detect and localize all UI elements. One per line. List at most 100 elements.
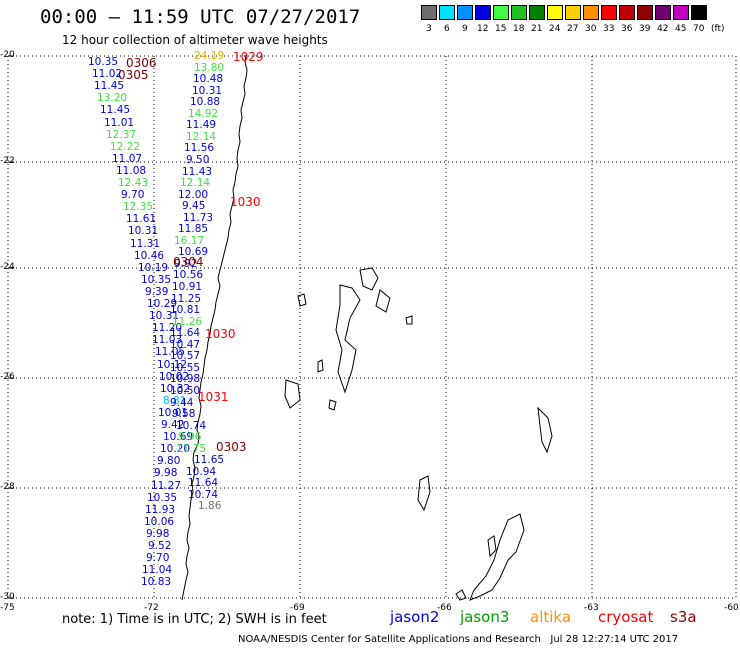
wave-height-label: 10.35: [88, 56, 119, 68]
legend-label: 18: [513, 24, 525, 34]
legend-swatch: [439, 5, 455, 20]
pass-time-label: 0304: [173, 255, 204, 269]
wave-height-label: 10.88: [190, 96, 221, 109]
wave-height-label: 10.20: [160, 443, 191, 456]
wave-height-label: 11.61: [126, 213, 157, 226]
wave-height-label: 11.26: [172, 315, 203, 328]
wave-height-label: 9.45: [182, 200, 206, 213]
wave-height-label: 11.08: [116, 164, 147, 177]
wave-height-label: 10.06: [144, 515, 175, 528]
legend-label: 30: [585, 24, 597, 34]
wave-height-label: 11.03: [152, 334, 183, 347]
wave-height-label: 10.98: [170, 373, 201, 386]
wave-height-label: 10.74: [176, 419, 207, 432]
wave-height-label: 14.92: [188, 107, 219, 120]
wave-height-label: 9.98: [146, 527, 170, 540]
lat-label: -30: [0, 592, 15, 602]
wave-height-label: 13.80: [194, 61, 225, 74]
lon-label: -63: [584, 603, 599, 613]
salar-outline-2: [375, 289, 391, 313]
legend-swatch: [637, 5, 653, 20]
legend-label: 24: [549, 24, 561, 34]
wave-height-label: 10.29: [147, 298, 178, 310]
page-subtitle: 12 hour collection of altimeter wave hei…: [62, 33, 328, 47]
pass-time-label: 1031: [198, 390, 229, 404]
wave-height-label: 11.75: [176, 442, 207, 455]
wave-height-label: 12.37: [106, 128, 137, 141]
wave-height-label: 12.43: [118, 177, 149, 189]
wave-height-label: 10.35: [141, 273, 172, 286]
wave-height-label: 10.31: [128, 225, 159, 238]
wave-height-label: 9.92: [174, 257, 198, 270]
salar-outline-4: [297, 293, 307, 307]
legend-label: 33: [603, 24, 615, 34]
lon-label: -69: [290, 603, 305, 613]
legend-label: 6: [444, 24, 450, 34]
wave-height-label: 10.01: [158, 406, 189, 419]
note-text: note: 1) Time is in UTC; 2) SWH is in fe…: [62, 612, 327, 627]
wave-height-label: 9.70: [121, 189, 145, 202]
legend-swatch: [583, 5, 599, 20]
wave-height-label: 11.43: [182, 165, 213, 178]
wave-height-label: 10.46: [134, 249, 165, 262]
satellite-legend-jason2: jason2: [390, 608, 440, 626]
wave-height-label: 12.14: [180, 177, 211, 190]
wave-height-label: 11.27: [151, 479, 182, 492]
wave-height-label: 11.73: [183, 211, 214, 224]
lat-label: -22: [0, 156, 15, 166]
legend-unit: (ft): [711, 24, 725, 34]
wave-height-label: 10.47: [170, 338, 201, 351]
axis-ticks: [8, 55, 14, 599]
lon-label: -60: [724, 603, 739, 613]
wave-height-label: 11.45: [100, 104, 131, 117]
wave-height-label: 11.01: [104, 116, 135, 129]
wave-height-label: 9.50: [186, 153, 210, 166]
wave-height-label: 9.52: [148, 540, 172, 552]
wave-height-label: 10.56: [173, 269, 204, 282]
lat-label: -26: [0, 372, 15, 382]
lon-label: -66: [437, 603, 452, 613]
wave-height-label: 10.19: [138, 261, 169, 274]
legend-label: 27: [567, 24, 579, 34]
legend-label: 36: [621, 24, 633, 34]
wave-height-label: 10.55: [170, 361, 201, 374]
satellite-legend-altika: altika: [530, 608, 572, 626]
legend-swatch: [547, 5, 563, 20]
legend-swatch: [475, 5, 491, 20]
wave-height-label: 10.81: [170, 304, 201, 317]
wave-height-label: 10.31: [192, 84, 223, 97]
wave-height-label: 11.65: [194, 454, 225, 467]
salar-outline-6: [328, 399, 337, 411]
legend-label: 42: [657, 24, 669, 34]
lat-label: -24: [0, 262, 15, 272]
wave-height-label: 10.69: [163, 431, 194, 444]
legend-label: 70: [693, 24, 705, 34]
wave-height-label: 9.96: [178, 431, 202, 444]
lake-titicaca-shape: [335, 284, 361, 394]
legend-label: 9: [462, 24, 468, 34]
wave-height-label: 10.48: [193, 73, 224, 86]
wave-height-label: 11.05: [155, 346, 186, 359]
wave-height-label: 11.02: [92, 68, 123, 81]
pass-time-label: 0306: [126, 56, 157, 70]
lake-south-1: [417, 475, 431, 512]
satellite-legend-jason3: jason3: [460, 608, 510, 626]
lake-south-2: [469, 513, 525, 601]
wave-height-label: 10.83: [141, 576, 172, 589]
wave-height-label: 1.86: [198, 500, 222, 513]
legend-swatch: [619, 5, 635, 20]
wave-height-label: 9.98: [154, 467, 178, 480]
page-title: 00:00 – 11:59 UTC 07/27/2017: [40, 6, 361, 28]
wave-height-label: 10.35: [147, 491, 178, 504]
wave-height-label: 24.19: [194, 50, 225, 62]
legend-label: 3: [426, 24, 432, 34]
wave-height-label: 10.74: [188, 488, 219, 501]
wave-height-label: 12.22: [110, 140, 141, 153]
wave-height-label: 9.42: [161, 419, 185, 431]
legend-label: 45: [675, 24, 687, 34]
pass-time-label: 0303: [216, 440, 247, 454]
wave-height-label: 11.04: [142, 564, 173, 577]
wave-height-label: 9.70: [146, 552, 170, 565]
coastline: [181, 54, 553, 601]
lake-east: [537, 406, 553, 454]
